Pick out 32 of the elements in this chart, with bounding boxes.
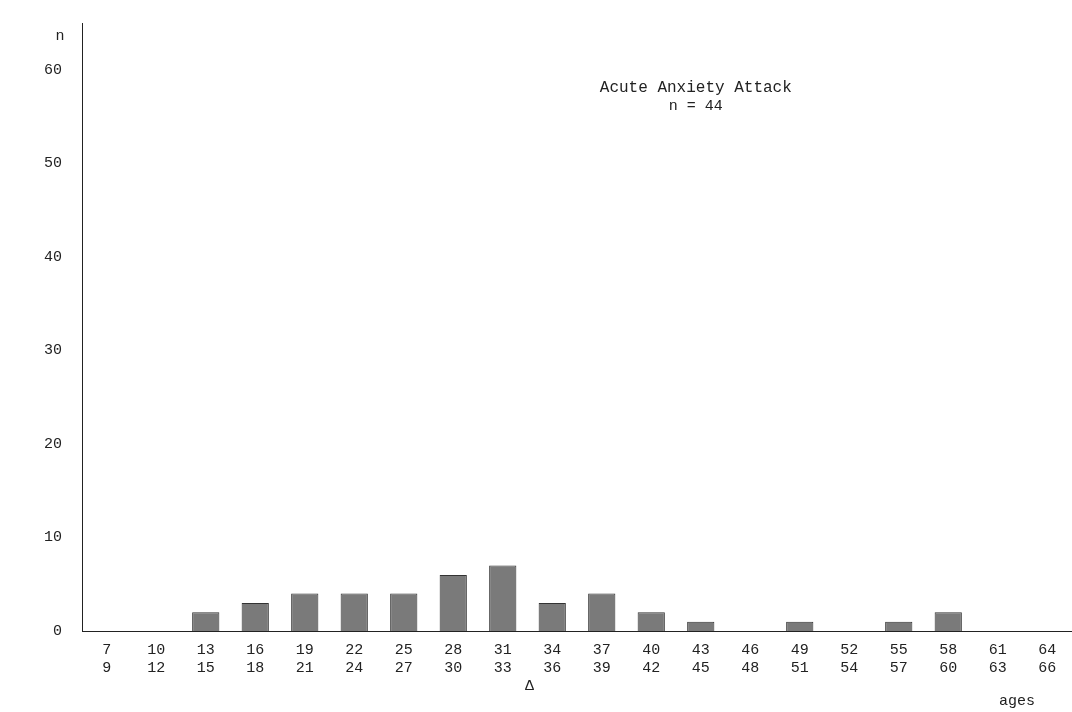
x-tick-label: 64 66 bbox=[1038, 641, 1057, 677]
x-tick-label: 58 60 bbox=[939, 641, 958, 677]
x-tick-label: 7 9 bbox=[102, 641, 112, 677]
y-tick-label: 0 bbox=[52, 622, 62, 640]
x-tick-label: 61 63 bbox=[988, 641, 1007, 677]
y-axis-title: n bbox=[55, 28, 65, 45]
x-tick-label: 55 57 bbox=[889, 641, 908, 677]
x-tick-label: 37 39 bbox=[592, 641, 611, 677]
y-tick-label: 60 bbox=[43, 61, 62, 79]
x-tick-label: 19 21 bbox=[295, 641, 314, 677]
text: Acute Anxiety Attack bbox=[599, 79, 792, 97]
x-tick-label: 28 30 bbox=[444, 641, 463, 677]
x-tick-label: 40 42 bbox=[642, 641, 661, 677]
x-tick-label: 22 24 bbox=[345, 641, 364, 677]
text: n = 44 bbox=[668, 98, 723, 115]
y-tick-label: 10 bbox=[43, 529, 62, 547]
x-tick-label: 43 45 bbox=[691, 641, 710, 677]
x-tick-label: 49 51 bbox=[790, 641, 809, 677]
x-tick-label: 52 54 bbox=[840, 641, 859, 677]
x-tick-label: 13 15 bbox=[196, 641, 215, 677]
x-axis-title: ages bbox=[998, 693, 1036, 710]
y-tick-label: 50 bbox=[43, 155, 62, 173]
x-tick-label: 16 18 bbox=[246, 641, 265, 677]
text: Δ bbox=[524, 678, 534, 695]
x-tick-label: 31 33 bbox=[493, 641, 512, 677]
x-tick-label: 10 12 bbox=[147, 641, 166, 677]
y-tick-label: 30 bbox=[43, 342, 62, 360]
x-tick-label: 46 48 bbox=[741, 641, 760, 677]
y-tick-label: 40 bbox=[43, 248, 62, 266]
x-tick-label: 25 27 bbox=[394, 641, 413, 677]
y-tick-label: 20 bbox=[43, 435, 62, 453]
x-tick-label: 34 36 bbox=[543, 641, 562, 677]
